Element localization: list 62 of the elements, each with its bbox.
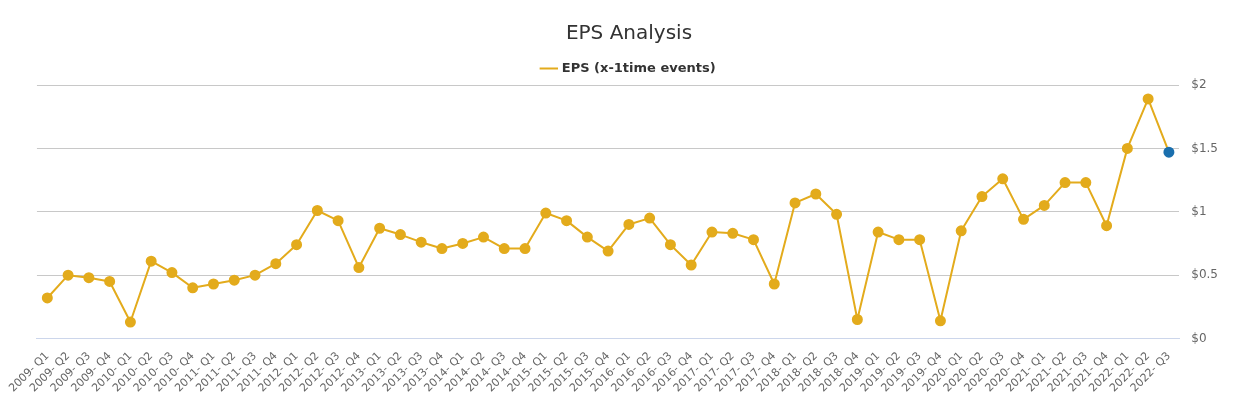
point	[831, 208, 843, 220]
point	[498, 243, 510, 255]
point	[1059, 177, 1071, 189]
point	[810, 188, 822, 200]
point	[291, 239, 303, 251]
point	[249, 269, 261, 281]
point	[748, 234, 759, 246]
point	[311, 204, 323, 216]
point	[457, 237, 469, 249]
point	[104, 275, 116, 287]
point	[1121, 142, 1133, 154]
point	[623, 218, 635, 230]
point	[477, 231, 489, 243]
point	[997, 173, 1009, 185]
point	[62, 269, 74, 281]
point	[934, 315, 946, 327]
y-tick-label: $0.5	[1191, 267, 1218, 282]
point	[685, 259, 697, 271]
point	[353, 262, 365, 274]
point	[1018, 213, 1030, 225]
point	[228, 274, 240, 286]
point	[332, 215, 344, 227]
point	[415, 236, 427, 248]
point	[893, 234, 905, 246]
point	[644, 212, 656, 224]
point	[540, 207, 552, 219]
point	[83, 272, 95, 284]
point	[851, 314, 863, 326]
point	[789, 197, 801, 209]
y-tick-label: $2	[1191, 77, 1207, 92]
chart-title: EPS Analysis	[565, 20, 693, 45]
point	[561, 215, 573, 227]
point	[207, 278, 219, 290]
point	[664, 239, 676, 251]
point	[145, 255, 157, 267]
point	[124, 316, 136, 328]
point	[602, 245, 614, 257]
point	[768, 278, 780, 290]
point	[519, 243, 531, 255]
point	[1163, 146, 1175, 158]
point	[914, 234, 926, 246]
point	[955, 225, 967, 237]
point	[1101, 220, 1113, 232]
point	[1038, 199, 1050, 211]
point	[436, 243, 448, 255]
point	[374, 222, 386, 234]
point	[1080, 177, 1092, 189]
point	[187, 282, 199, 294]
point	[1142, 93, 1154, 105]
point	[394, 229, 406, 241]
point	[270, 258, 282, 270]
point	[41, 292, 53, 304]
legend-label: EPS (x-1time events)	[561, 59, 716, 75]
y-tick-label: $0	[1191, 330, 1207, 345]
point	[727, 227, 739, 239]
y-tick-label: $1	[1191, 203, 1207, 218]
point	[976, 191, 988, 203]
point	[706, 226, 718, 238]
point	[872, 226, 884, 238]
point	[581, 231, 593, 243]
y-tick-label: $1.5	[1191, 140, 1218, 155]
point	[166, 267, 178, 279]
